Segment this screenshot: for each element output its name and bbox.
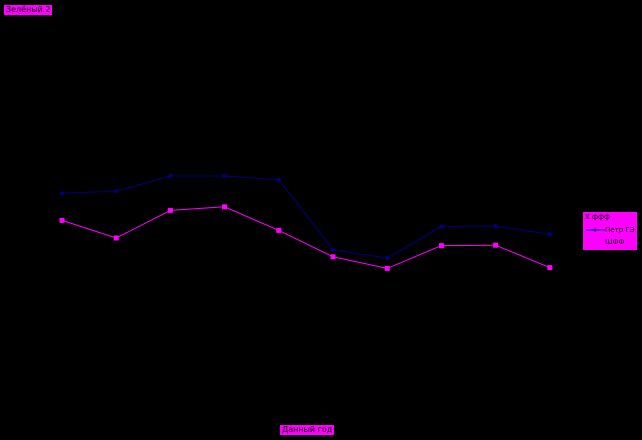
data-point-series-1-6 xyxy=(331,247,335,252)
data-point-series-2-4 xyxy=(222,204,228,210)
legend: Х ффф Петр ГЭ ШФФ xyxy=(583,212,637,250)
series-line-2 xyxy=(61,206,550,269)
data-point-series-2-2 xyxy=(113,235,119,241)
data-point-series-2-6 xyxy=(330,254,336,260)
legend-entry-series-2: ШФФ xyxy=(585,237,637,247)
data-point-series-1-5 xyxy=(276,177,281,182)
data-point-series-1-9 xyxy=(493,224,498,228)
legend-swatch-series-2 xyxy=(586,240,605,244)
data-point-series-2-5 xyxy=(276,227,282,233)
chart-title: Зелёный 2 xyxy=(4,5,53,15)
data-point-series-1-4 xyxy=(222,174,227,178)
data-point-series-2-3 xyxy=(167,207,173,213)
data-point-series-2-1 xyxy=(59,217,65,223)
legend-label-series-1: Петр ГЭ xyxy=(605,226,635,234)
data-point-series-1-7 xyxy=(385,256,390,260)
legend-entry-series-1: Петр ГЭ xyxy=(585,225,637,235)
x-axis-label: Данный год xyxy=(280,425,335,435)
data-point-series-2-9 xyxy=(493,242,499,248)
data-point-series-2-7 xyxy=(384,265,390,271)
data-point-series-1-1 xyxy=(60,191,64,196)
legend-title: Х ффф xyxy=(585,213,610,221)
data-point-series-1-8 xyxy=(439,224,444,229)
data-point-series-2-10 xyxy=(547,265,553,271)
legend-swatch-series-1 xyxy=(586,228,605,232)
data-point-series-1-3 xyxy=(168,174,173,178)
data-point-series-2-8 xyxy=(438,243,444,249)
legend-label-series-2: ШФФ xyxy=(605,238,625,246)
data-point-series-1-10 xyxy=(547,232,552,237)
series-line-1 xyxy=(61,175,550,259)
data-point-series-1-2 xyxy=(114,189,119,194)
